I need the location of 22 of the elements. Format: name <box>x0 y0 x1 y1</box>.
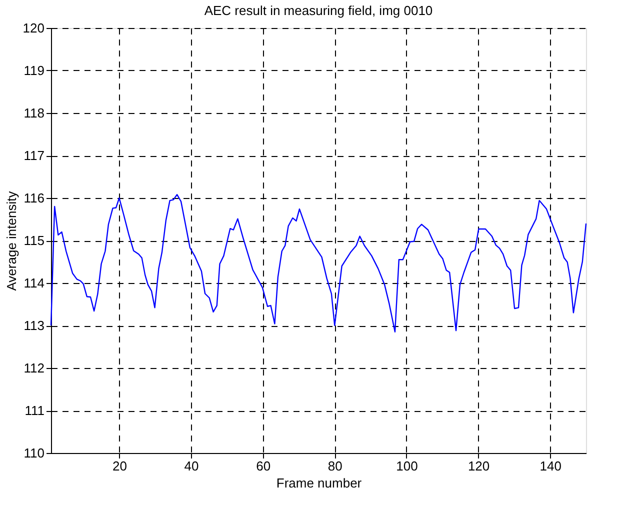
y-tick-label: 116 <box>24 190 44 206</box>
x-tick-label: 60 <box>256 458 271 474</box>
line-series <box>50 194 587 332</box>
x-tick-label: 120 <box>468 458 490 474</box>
y-tick-label: 117 <box>24 148 44 163</box>
x-tick-label: 100 <box>396 458 418 474</box>
y-tick-label: 115 <box>24 233 44 248</box>
x-tick-label: 140 <box>540 458 562 474</box>
y-tick-label: 118 <box>24 106 44 120</box>
y-tick-label: 111 <box>24 403 44 418</box>
y-axis-title: Average intensity <box>4 190 19 291</box>
y-tick-label: 112 <box>24 360 44 376</box>
x-tick-label: 20 <box>112 458 127 474</box>
y-tick-label: 119 <box>24 63 44 78</box>
x-tick-label: 80 <box>328 458 342 474</box>
y-tick-label: 114 <box>24 276 44 290</box>
x-axis-title: Frame number <box>276 476 362 490</box>
y-tick-label: 113 <box>24 318 44 333</box>
y-tick-label: 120 <box>22 20 44 36</box>
y-tick-label: 110 <box>24 446 44 460</box>
chart-title: AEC result in measuring field, img 0010 <box>204 3 433 18</box>
x-tick-label: 40 <box>184 458 199 474</box>
